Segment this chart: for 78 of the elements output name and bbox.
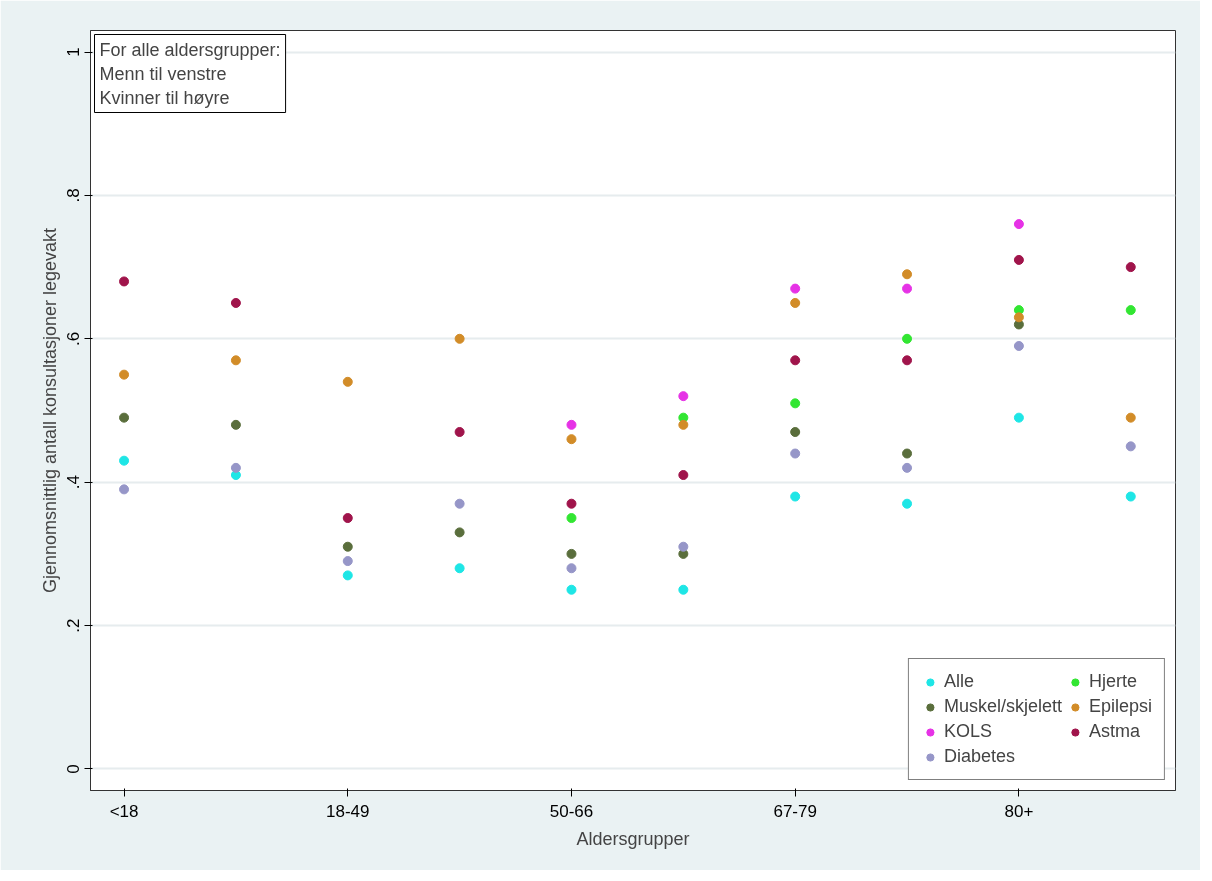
point: [678, 419, 689, 430]
y-tick-label: .2: [64, 618, 84, 633]
point: [342, 541, 353, 552]
point: [230, 297, 241, 308]
point: [342, 513, 353, 524]
point: [1013, 254, 1024, 265]
point: [1013, 219, 1024, 230]
point: [790, 297, 801, 308]
point: [1013, 412, 1024, 423]
annotation: Kvinner til høyre: [99, 87, 230, 108]
point: [1013, 340, 1024, 351]
point: [230, 419, 241, 430]
point: [454, 527, 465, 538]
point: [1125, 412, 1136, 423]
point: [119, 484, 130, 495]
legend-label: Epilepsi: [1088, 696, 1152, 717]
point: [566, 434, 577, 445]
y-axis-title: Gjennomsnittlig antall konsultasjoner legevakt: [39, 227, 60, 594]
y-tick-label: .6: [64, 331, 84, 346]
x-axis-title: Aldersgrupper: [576, 828, 690, 849]
point: [119, 369, 130, 380]
point: [342, 556, 353, 567]
annotation: For alle aldersgrupper:: [99, 39, 281, 60]
point: [119, 276, 130, 287]
point: [342, 570, 353, 581]
y-tick-label: 0: [64, 764, 84, 774]
point: [454, 427, 465, 437]
point: [1125, 441, 1136, 452]
point: [454, 333, 465, 344]
x-tick-label: 67-79: [773, 801, 817, 821]
point: [902, 333, 913, 344]
legend-label: Muskel/skjelett: [943, 696, 1062, 717]
y-tick-label: .4: [64, 475, 84, 490]
x-tick-label: <18: [109, 801, 139, 821]
point: [790, 283, 801, 294]
point: [678, 584, 689, 595]
point: [1125, 262, 1136, 273]
point: [902, 462, 913, 473]
point: [902, 283, 913, 294]
legend-label: Hjerte: [1088, 671, 1137, 692]
point: [678, 541, 689, 552]
point: [902, 269, 913, 280]
point: [790, 398, 801, 409]
point: [678, 470, 689, 481]
point: [566, 584, 577, 595]
point: [790, 448, 801, 459]
point: [790, 491, 801, 502]
point: [790, 427, 801, 437]
point: [230, 355, 241, 366]
x-tick-label: 50-66: [549, 801, 594, 821]
point: [566, 498, 577, 509]
point: [454, 498, 465, 509]
point: [1125, 491, 1136, 502]
y-tick-label: .8: [64, 188, 84, 203]
point: [902, 448, 913, 459]
point: [1125, 305, 1136, 316]
point: [566, 548, 577, 559]
point: [1013, 312, 1024, 323]
legend-label: Diabetes: [943, 746, 1015, 767]
x-tick-label: 80+: [1004, 801, 1034, 821]
point: [230, 462, 241, 473]
point: [902, 355, 913, 366]
point: [566, 513, 577, 524]
point: [566, 419, 577, 430]
point: [902, 498, 913, 509]
legend-label: Astma: [1088, 721, 1140, 742]
point: [454, 563, 465, 574]
point: [790, 355, 801, 366]
legend-label: Alle: [943, 671, 974, 692]
y-tick-label: 1: [64, 47, 84, 57]
annotation: Menn til venstre: [99, 63, 227, 84]
x-tick-label: 18-49: [326, 801, 370, 821]
point: [678, 391, 689, 402]
point: [566, 563, 577, 574]
point: [342, 376, 353, 387]
point: [119, 455, 130, 466]
legend-label: KOLS: [943, 721, 992, 742]
point: [119, 412, 130, 423]
